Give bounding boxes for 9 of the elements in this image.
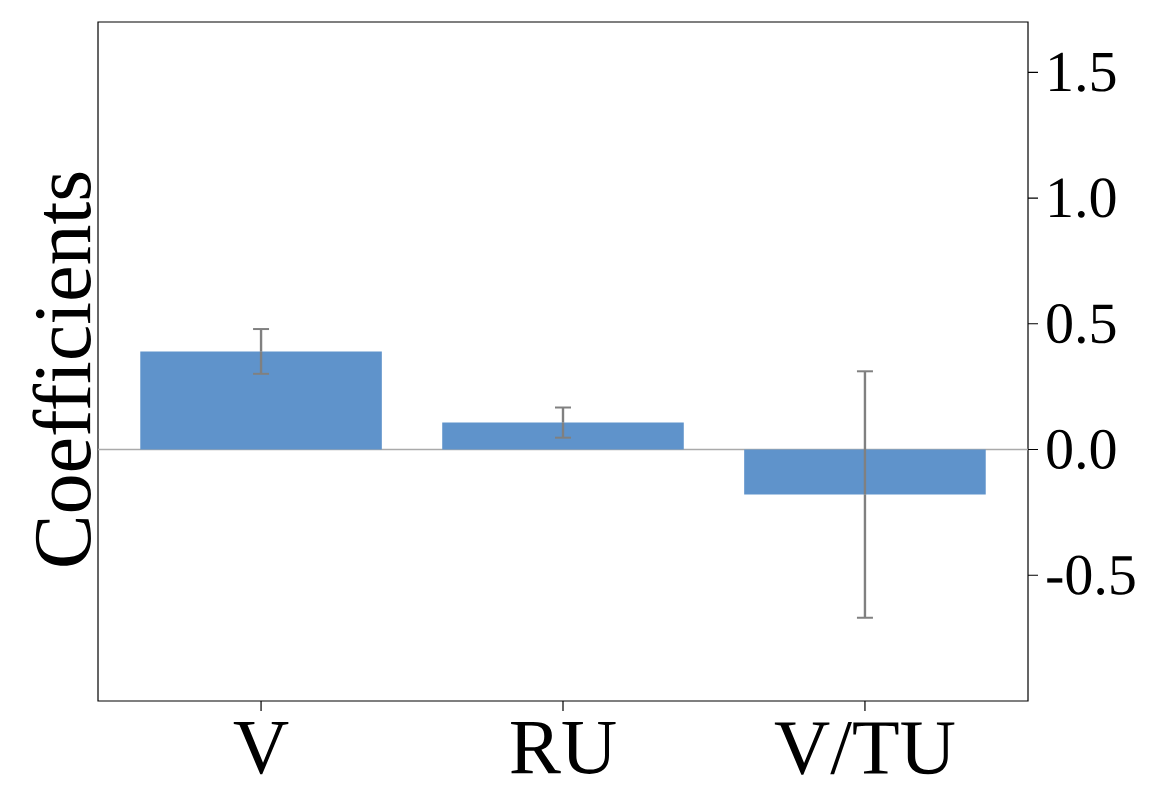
y-tick-label: 1.5 — [1050, 52, 1116, 92]
y-tick-label: 0.5 — [1047, 304, 1116, 344]
x-tick-label: RU — [511, 722, 616, 774]
y-tick-label: 0.0 — [1047, 429, 1116, 470]
y-axis-title: Coefficients — [32, 172, 91, 566]
y-tick-label: 1.0 — [1050, 178, 1116, 218]
x-tick-label: V — [233, 722, 289, 775]
x-tick-label: V/TU — [774, 722, 955, 775]
y-tick-label: -0.5 — [1047, 555, 1135, 595]
